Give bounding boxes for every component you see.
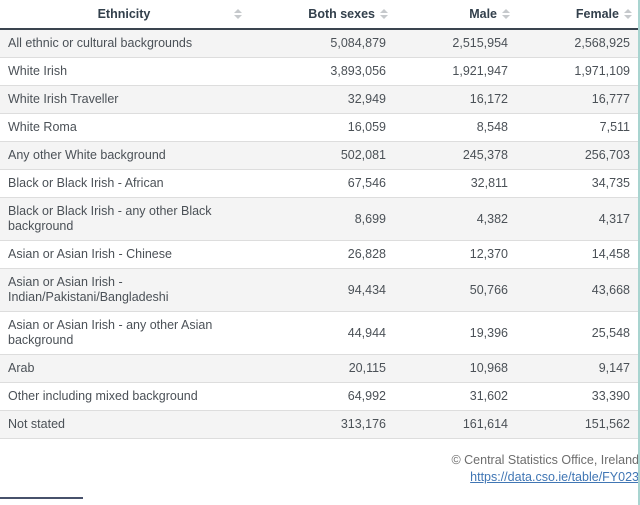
both-sexes-cell: 67,546 <box>248 169 394 198</box>
female-cell: 34,735 <box>516 169 638 198</box>
table-row: Not stated 313,176 161,614 151,562 <box>0 410 638 439</box>
both-sexes-cell: 16,059 <box>248 113 394 142</box>
table-row: Black or Black Irish - any other Black b… <box>0 197 638 241</box>
ethnicity-cell: All ethnic or cultural backgrounds <box>0 28 248 58</box>
column-header-ethnicity-label: Ethnicity <box>97 7 151 21</box>
male-cell: 12,370 <box>394 240 516 269</box>
both-sexes-cell: 26,828 <box>248 240 394 269</box>
bottom-tab-edge <box>0 497 83 499</box>
ethnicity-cell: Any other White background <box>0 141 248 170</box>
male-cell: 161,614 <box>394 410 516 439</box>
female-cell: 256,703 <box>516 141 638 170</box>
both-sexes-cell: 313,176 <box>248 410 394 439</box>
female-cell: 14,458 <box>516 240 638 269</box>
table-row: White Irish Traveller 32,949 16,172 16,777 <box>0 85 638 114</box>
both-sexes-cell: 32,949 <box>248 85 394 114</box>
ethnicity-cell: White Roma <box>0 113 248 142</box>
male-cell: 1,921,947 <box>394 57 516 86</box>
female-cell: 2,568,925 <box>516 28 638 58</box>
table-row: Asian or Asian Irish - Chinese 26,828 12,3… <box>0 240 638 269</box>
female-cell: 16,777 <box>516 85 638 114</box>
table-row: Other including mixed background 64,992 31… <box>0 382 638 411</box>
column-header-male-label: Male <box>469 7 497 21</box>
both-sexes-cell: 64,992 <box>248 382 394 411</box>
both-sexes-cell: 20,115 <box>248 354 394 383</box>
table-header: Ethnicity Both sexes Male <box>0 0 638 30</box>
ethnicity-cell: Asian or Asian Irish - Indian/Pakistani/… <box>0 268 248 312</box>
male-cell: 8,548 <box>394 113 516 142</box>
male-cell: 245,378 <box>394 141 516 170</box>
male-cell: 16,172 <box>394 85 516 114</box>
table-row: Any other White background 502,081 245,378… <box>0 141 638 170</box>
male-cell: 32,811 <box>394 169 516 198</box>
both-sexes-cell: 8,699 <box>248 197 394 241</box>
ethnicity-cell: Not stated <box>0 410 248 439</box>
male-cell: 31,602 <box>394 382 516 411</box>
ethnicity-cell: Black or Black Irish - African <box>0 169 248 198</box>
male-cell: 10,968 <box>394 354 516 383</box>
ethnicity-cell: White Irish <box>0 57 248 86</box>
header-row: Ethnicity Both sexes Male <box>0 0 638 30</box>
both-sexes-cell: 5,084,879 <box>248 28 394 58</box>
sort-icon[interactable] <box>380 9 388 19</box>
column-header-both-sexes-label: Both sexes <box>308 7 375 21</box>
source-link[interactable]: https://data.cso.ie/table/FY023 <box>470 470 639 484</box>
column-header-both-sexes[interactable]: Both sexes <box>248 0 394 30</box>
column-header-female[interactable]: Female <box>516 0 638 30</box>
female-cell: 25,548 <box>516 311 638 355</box>
table-footer: © Central Statistics Office, Ireland htt… <box>0 452 640 486</box>
both-sexes-cell: 3,893,056 <box>248 57 394 86</box>
female-cell: 43,668 <box>516 268 638 312</box>
sort-icon[interactable] <box>502 9 510 19</box>
female-cell: 7,511 <box>516 113 638 142</box>
male-cell: 4,382 <box>394 197 516 241</box>
table-row: Black or Black Irish - African 67,546 32,8… <box>0 169 638 198</box>
female-cell: 9,147 <box>516 354 638 383</box>
female-cell: 4,317 <box>516 197 638 241</box>
ethnicity-cell: Asian or Asian Irish - any other Asian b… <box>0 311 248 355</box>
sort-icon[interactable] <box>624 9 632 19</box>
table-row: All ethnic or cultural backgrounds 5,084,… <box>0 28 638 58</box>
column-header-female-label: Female <box>575 7 619 21</box>
table-row: White Irish 3,893,056 1,921,947 1,971,109 <box>0 57 638 86</box>
female-cell: 1,971,109 <box>516 57 638 86</box>
ethnicity-cell: Asian or Asian Irish - Chinese <box>0 240 248 269</box>
ethnicity-table: Ethnicity Both sexes Male <box>0 0 638 439</box>
male-cell: 19,396 <box>394 311 516 355</box>
sort-icon[interactable] <box>234 9 242 19</box>
table-row: Arab 20,115 10,968 9,147 <box>0 354 638 383</box>
male-cell: 2,515,954 <box>394 28 516 58</box>
ethnicity-cell: White Irish Traveller <box>0 85 248 114</box>
female-cell: 151,562 <box>516 410 638 439</box>
table-row: Asian or Asian Irish - Indian/Pakistani/… <box>0 268 638 312</box>
table-row: White Roma 16,059 8,548 7,511 <box>0 113 638 142</box>
column-header-ethnicity[interactable]: Ethnicity <box>0 0 248 30</box>
table-row: Asian or Asian Irish - any other Asian b… <box>0 311 638 355</box>
both-sexes-cell: 44,944 <box>248 311 394 355</box>
ethnicity-cell: Black or Black Irish - any other Black b… <box>0 197 248 241</box>
column-header-male[interactable]: Male <box>394 0 516 30</box>
copyright-text: © Central Statistics Office, Ireland <box>451 453 639 467</box>
ethnicity-cell: Arab <box>0 354 248 383</box>
female-cell: 33,390 <box>516 382 638 411</box>
male-cell: 50,766 <box>394 268 516 312</box>
right-edge-strip <box>638 0 640 505</box>
both-sexes-cell: 502,081 <box>248 141 394 170</box>
both-sexes-cell: 94,434 <box>248 268 394 312</box>
ethnicity-cell: Other including mixed background <box>0 382 248 411</box>
table-body: All ethnic or cultural backgrounds 5,084,… <box>0 28 638 439</box>
